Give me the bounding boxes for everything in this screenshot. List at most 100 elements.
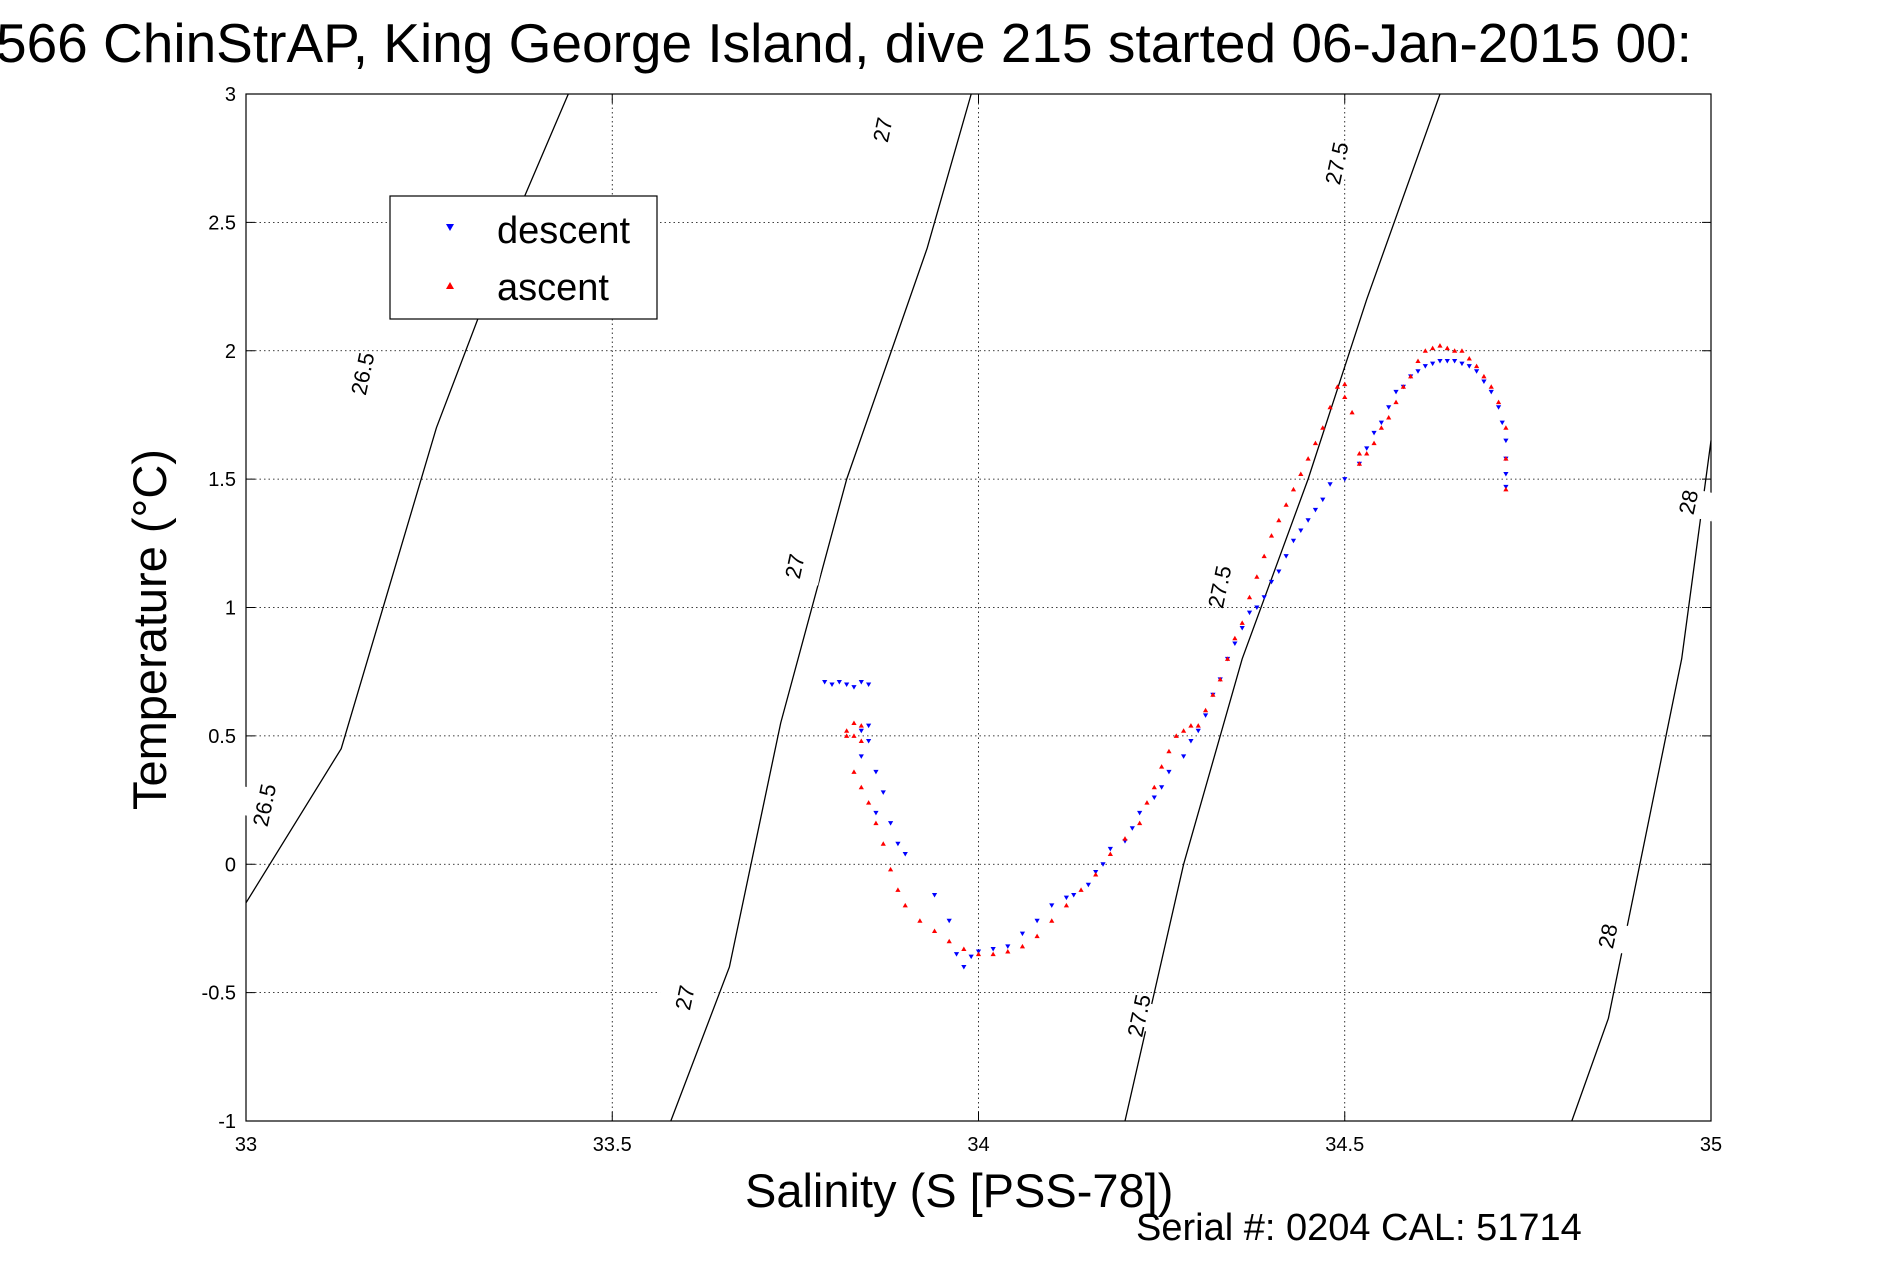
descent-point (1386, 405, 1392, 410)
ascent-point (1298, 471, 1304, 476)
descent-point (1488, 389, 1494, 395)
descent-point (1305, 518, 1311, 523)
contour-label-gap (1111, 996, 1168, 1035)
descent-point (1159, 785, 1165, 790)
descent-point (1049, 903, 1055, 908)
ascent-point (1159, 764, 1165, 769)
legend-marker-ascent (446, 282, 454, 289)
ascent-point (1320, 425, 1326, 430)
descent-point (1437, 359, 1443, 364)
ascent-point (1342, 381, 1348, 387)
contour-label-gap (1191, 567, 1249, 607)
contour-line-27-5 (1124, 93, 1441, 1122)
contour-label-gap (657, 978, 714, 1017)
descent-point (1166, 769, 1172, 775)
descent-point (880, 790, 886, 795)
ascent-point (1437, 343, 1443, 348)
descent-series (822, 359, 1509, 970)
y-tick-label: -0.5 (202, 983, 236, 1005)
descent-point (888, 821, 894, 826)
descent-point (1364, 446, 1370, 451)
ascent-point (1093, 872, 1099, 877)
ascent-point (1210, 692, 1216, 697)
descent-point (1129, 826, 1135, 831)
ascent-point (880, 841, 886, 846)
x-tick-label: 35 (1700, 1134, 1722, 1156)
contour-label: 27 (670, 983, 700, 1012)
descent-point (1474, 369, 1480, 374)
contour-label-gap (1309, 144, 1366, 183)
descent-point (1290, 538, 1297, 544)
descent-point (1100, 862, 1106, 867)
ascent-point (1019, 943, 1026, 949)
descent-point (1422, 364, 1428, 369)
contour-label-gap (854, 110, 912, 150)
ascent-point (1137, 820, 1143, 826)
legend: descent ascent (389, 195, 658, 320)
legend-label-descent: descent (497, 210, 631, 252)
descent-point (1459, 361, 1465, 367)
y-tick-label: 2.5 (208, 212, 236, 234)
ascent-point (1254, 574, 1260, 579)
descent-point (1499, 420, 1505, 426)
descent-point (1085, 882, 1091, 888)
ascent-point (844, 733, 850, 738)
ascent-point (1239, 620, 1245, 625)
y-tick-label: -1 (218, 1111, 236, 1133)
serial-cal-footer: Serial #: 0204 CAL: 51714 (1136, 1207, 1582, 1249)
y-tick-label: 3 (225, 84, 236, 106)
ascent-point (1232, 635, 1238, 641)
ascent-point (858, 738, 864, 744)
descent-point (1254, 605, 1260, 610)
ascent-point (917, 918, 923, 923)
ascent-point (1408, 373, 1414, 379)
ascent-point (1444, 345, 1450, 351)
ascent-point (1151, 784, 1157, 790)
ascent-point (1386, 415, 1392, 420)
descent-point (1415, 369, 1421, 374)
ascent-point (1481, 373, 1487, 379)
ascent-point (1173, 733, 1179, 738)
y-tick-label: 0 (225, 854, 236, 876)
descent-point (968, 954, 974, 960)
x-tick-label: 33.5 (593, 1134, 632, 1156)
descent-point (1466, 364, 1472, 369)
descent-point (1276, 569, 1282, 575)
ascent-point (961, 946, 967, 951)
descent-point (1495, 405, 1502, 410)
ascent-point (1224, 656, 1231, 661)
ascent-point (1078, 887, 1084, 892)
contour-label-gap (1580, 917, 1637, 956)
descent-point (1268, 579, 1275, 585)
ascent-point (1356, 461, 1362, 466)
ascent-point (858, 784, 864, 790)
ascent-point (1422, 348, 1428, 353)
descent-point (1503, 438, 1509, 444)
descent-point (1503, 471, 1509, 477)
ascent-point (1290, 486, 1297, 492)
descent-point (866, 739, 872, 744)
legend-label-ascent: ascent (497, 267, 609, 309)
contour-label-gap (767, 547, 824, 586)
ascent-point (1334, 384, 1341, 389)
ascent-point (851, 769, 857, 774)
ascent-point (1393, 399, 1399, 405)
descent-point (1071, 893, 1077, 898)
descent-point (858, 679, 864, 685)
descent-point (1327, 482, 1333, 487)
ascent-point (1063, 902, 1069, 908)
contour-label: 27 (780, 552, 810, 581)
ascent-point (1181, 728, 1187, 733)
ascent-point (1400, 384, 1406, 389)
descent-point (1378, 420, 1384, 426)
descent-point (1202, 713, 1209, 718)
descent-point (858, 754, 864, 759)
ascent-point (946, 938, 952, 944)
x-tick-label: 33 (235, 1134, 257, 1156)
descent-point (829, 682, 835, 688)
ascent-point (1188, 723, 1194, 728)
ascent-point (1202, 707, 1209, 713)
descent-point (873, 810, 879, 816)
descent-point (1188, 739, 1194, 744)
